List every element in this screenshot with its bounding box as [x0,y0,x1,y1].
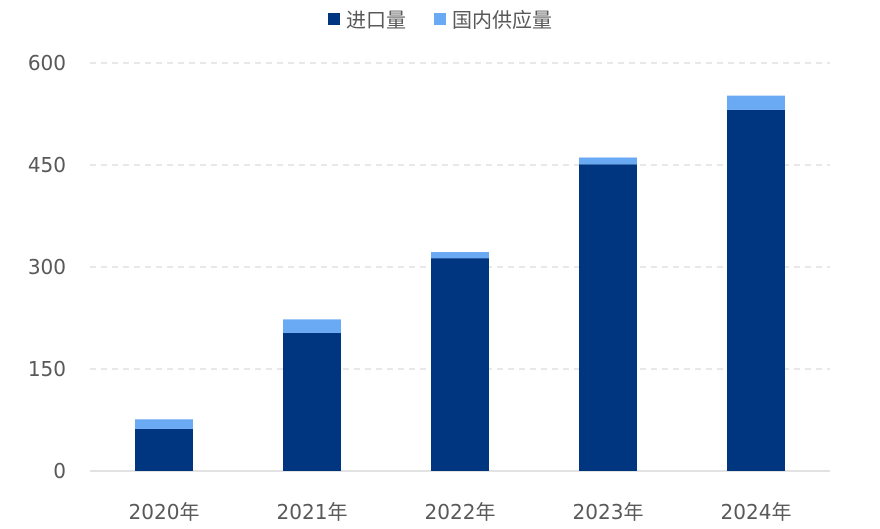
bar-import-2020年 [135,428,193,471]
x-tick-label-2022年: 2022年 [425,500,496,524]
legend-item-import: 进口量 [328,4,406,33]
bar-import-2023年 [579,164,637,471]
y-tick-label-450: 450 [28,153,66,177]
bar-domestic-2023年 [579,157,637,165]
legend: 进口量 国内供应量 [0,4,880,33]
x-tick-label-2024年: 2024年 [721,500,792,524]
y-tick-label-0: 0 [53,459,66,483]
legend-item-domestic: 国内供应量 [434,4,552,33]
legend-swatch-domestic [434,12,446,25]
x-tick-label-2023年: 2023年 [573,500,644,524]
y-tick-label-150: 150 [28,357,66,381]
bar-import-2021年 [283,332,341,471]
bar-domestic-2024年 [727,95,785,110]
legend-label-import: 进口量 [346,8,406,32]
legend-label-domestic: 国内供应量 [452,8,552,32]
x-tick-label-2020年: 2020年 [129,500,200,524]
x-tick-label-2021年: 2021年 [277,500,348,524]
bar-domestic-2021年 [283,319,341,333]
y-tick-label-300: 300 [28,255,66,279]
y-tick-label-600: 600 [28,51,66,75]
bar-domestic-2020年 [135,419,193,429]
bar-import-2022年 [431,258,489,471]
bar-import-2024年 [727,109,785,472]
bar-domestic-2022年 [431,252,489,259]
legend-swatch-import [328,12,340,25]
